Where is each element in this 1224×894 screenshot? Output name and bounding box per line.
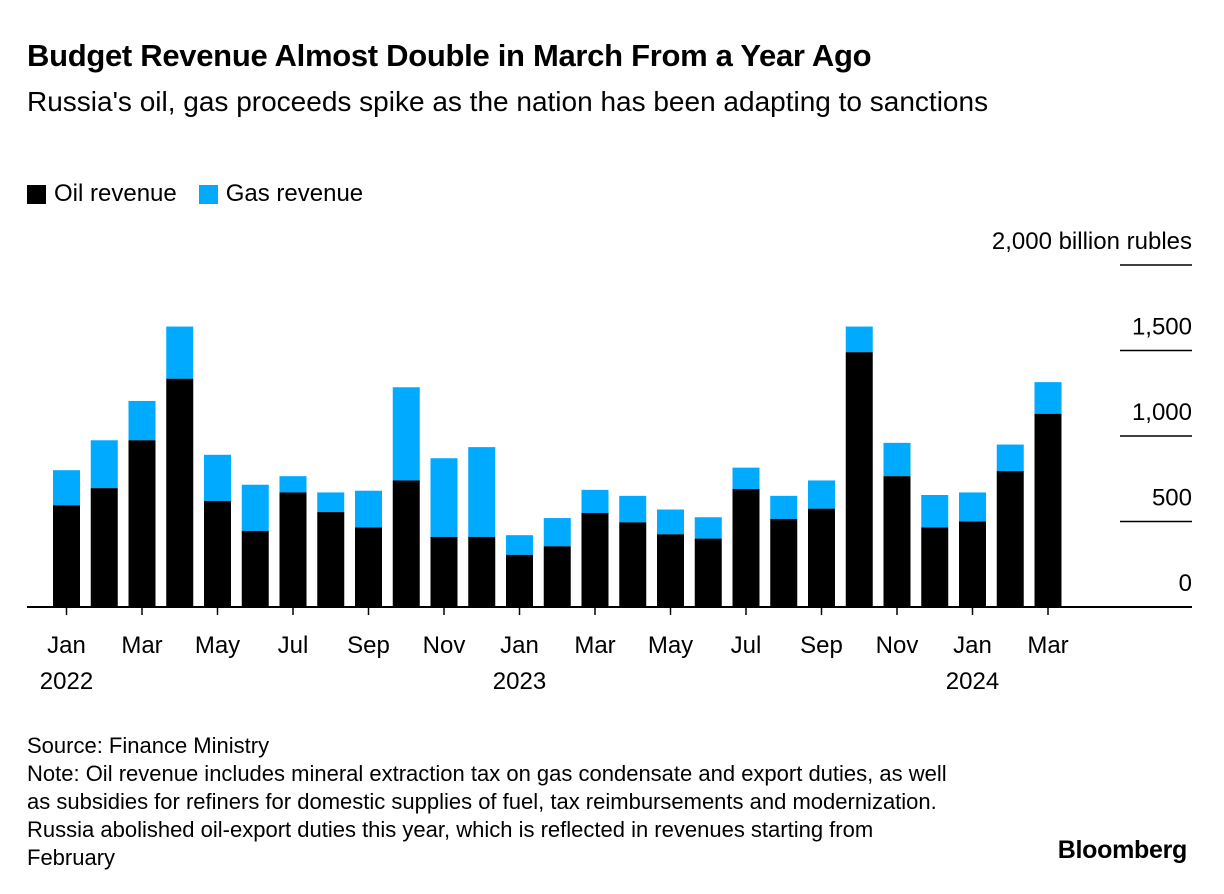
legend-label-oil: Oil revenue: [54, 180, 177, 207]
bar-oil: [543, 546, 571, 607]
bar-oil: [581, 512, 609, 607]
bar-oil: [430, 536, 458, 607]
legend-item-oil: Oil revenue: [27, 180, 177, 208]
bar-oil: [506, 554, 533, 607]
bloomberg-logo: Bloomberg: [1057, 836, 1188, 864]
bar-oil: [166, 378, 194, 607]
bar-oil: [883, 476, 911, 607]
legend-item-gas: Gas revenue: [198, 180, 364, 208]
bar-gas: [1034, 382, 1062, 414]
bar-oil: [732, 489, 760, 607]
bar-oil: [959, 521, 986, 607]
bar-oil: [845, 352, 873, 607]
legend-swatch-oil: [27, 184, 46, 204]
bar-oil: [1034, 413, 1062, 607]
bar-gas: [770, 495, 798, 519]
bar-chart: 2,000 billion rubles 0 500 1,000 1,500 Jan 202…: [27, 228, 1192, 695]
bar-oil: [996, 471, 1024, 607]
bar-gas: [468, 447, 496, 537]
bar-gas: [430, 458, 458, 537]
bar-gas: [694, 517, 722, 539]
bar-oil: [355, 527, 382, 607]
bar-oil: [468, 536, 496, 607]
x-tick-label: Jul: [731, 632, 762, 659]
x-tick-label: Jan: [47, 632, 86, 659]
legend: Oil revenue Gas revenue: [27, 180, 385, 208]
y-unit-label: 2,000 billion rubles: [992, 228, 1192, 255]
x-tick-label: Mar: [1027, 632, 1068, 659]
x-year-label: 2023: [493, 668, 546, 695]
bar-gas: [732, 467, 760, 490]
y-tick-label: 500: [1152, 485, 1192, 512]
bar-oil: [317, 512, 345, 607]
bar-gas: [279, 476, 307, 493]
x-tick-label: Mar: [121, 632, 162, 659]
x-tick-label: Mar: [574, 632, 615, 659]
bar-gas: [90, 440, 118, 489]
x-tick-label: Nov: [876, 632, 919, 659]
x-tick-label: Jan: [953, 632, 992, 659]
bar-gas: [883, 442, 911, 477]
bar-gas: [166, 326, 194, 379]
bar-oil: [619, 522, 647, 607]
legend-label-gas: Gas revenue: [225, 180, 364, 207]
bar-oil: [204, 500, 231, 607]
bar-oil: [694, 538, 722, 607]
bar-gas: [619, 495, 647, 523]
legend-swatch-gas: [198, 184, 218, 204]
bar-gas: [808, 480, 835, 509]
bar-gas: [581, 489, 609, 513]
x-tick-label: Sep: [347, 632, 390, 659]
bar-oil: [279, 492, 307, 607]
chart-title: Budget Revenue Almost Double in March Fr…: [27, 38, 872, 73]
bar-oil: [770, 518, 798, 607]
bar-oil: [53, 505, 80, 607]
bar-oil: [921, 527, 949, 607]
bar-oil: [808, 508, 835, 607]
bar-gas: [543, 518, 571, 547]
note-text: Note: Oil revenue includes mineral extra…: [27, 761, 947, 870]
bar-gas: [355, 490, 382, 528]
x-tick-label: May: [648, 632, 693, 659]
bar-gas: [506, 535, 533, 555]
bar-gas: [657, 509, 684, 535]
bar-oil: [241, 530, 269, 607]
x-tick-label: Nov: [423, 632, 466, 659]
bar-oil: [657, 534, 684, 607]
bar-gas: [392, 387, 420, 481]
x-year-label: 2024: [946, 668, 999, 695]
x-year-label: 2022: [40, 668, 93, 695]
bar-oil: [90, 488, 118, 607]
x-tick-label: May: [195, 632, 240, 659]
x-tick-label: Jan: [500, 632, 539, 659]
chart-subtitle: Russia's oil, gas proceeds spike as the …: [27, 86, 989, 117]
bar-oil: [392, 480, 420, 607]
bar-gas: [317, 492, 345, 513]
x-tick-label: Jul: [278, 632, 309, 659]
bar-gas: [959, 492, 986, 522]
bar-oil: [128, 440, 156, 607]
bar-gas: [128, 400, 156, 441]
y-tick-label: 1,500: [1132, 314, 1192, 341]
x-tick-label: Sep: [800, 632, 843, 659]
y-tick-label: 0: [1179, 570, 1192, 597]
bar-gas: [53, 470, 80, 506]
y-tick-label: 1,000: [1132, 399, 1192, 426]
chart-footer: Source: Finance Ministry Note: Oil reven…: [27, 732, 967, 872]
bar-gas: [921, 494, 949, 528]
bar-gas: [204, 454, 231, 501]
bar-gas: [996, 444, 1024, 472]
source-text: Source: Finance Ministry: [27, 733, 270, 758]
bar-gas: [845, 326, 873, 353]
bar-gas: [241, 484, 269, 531]
